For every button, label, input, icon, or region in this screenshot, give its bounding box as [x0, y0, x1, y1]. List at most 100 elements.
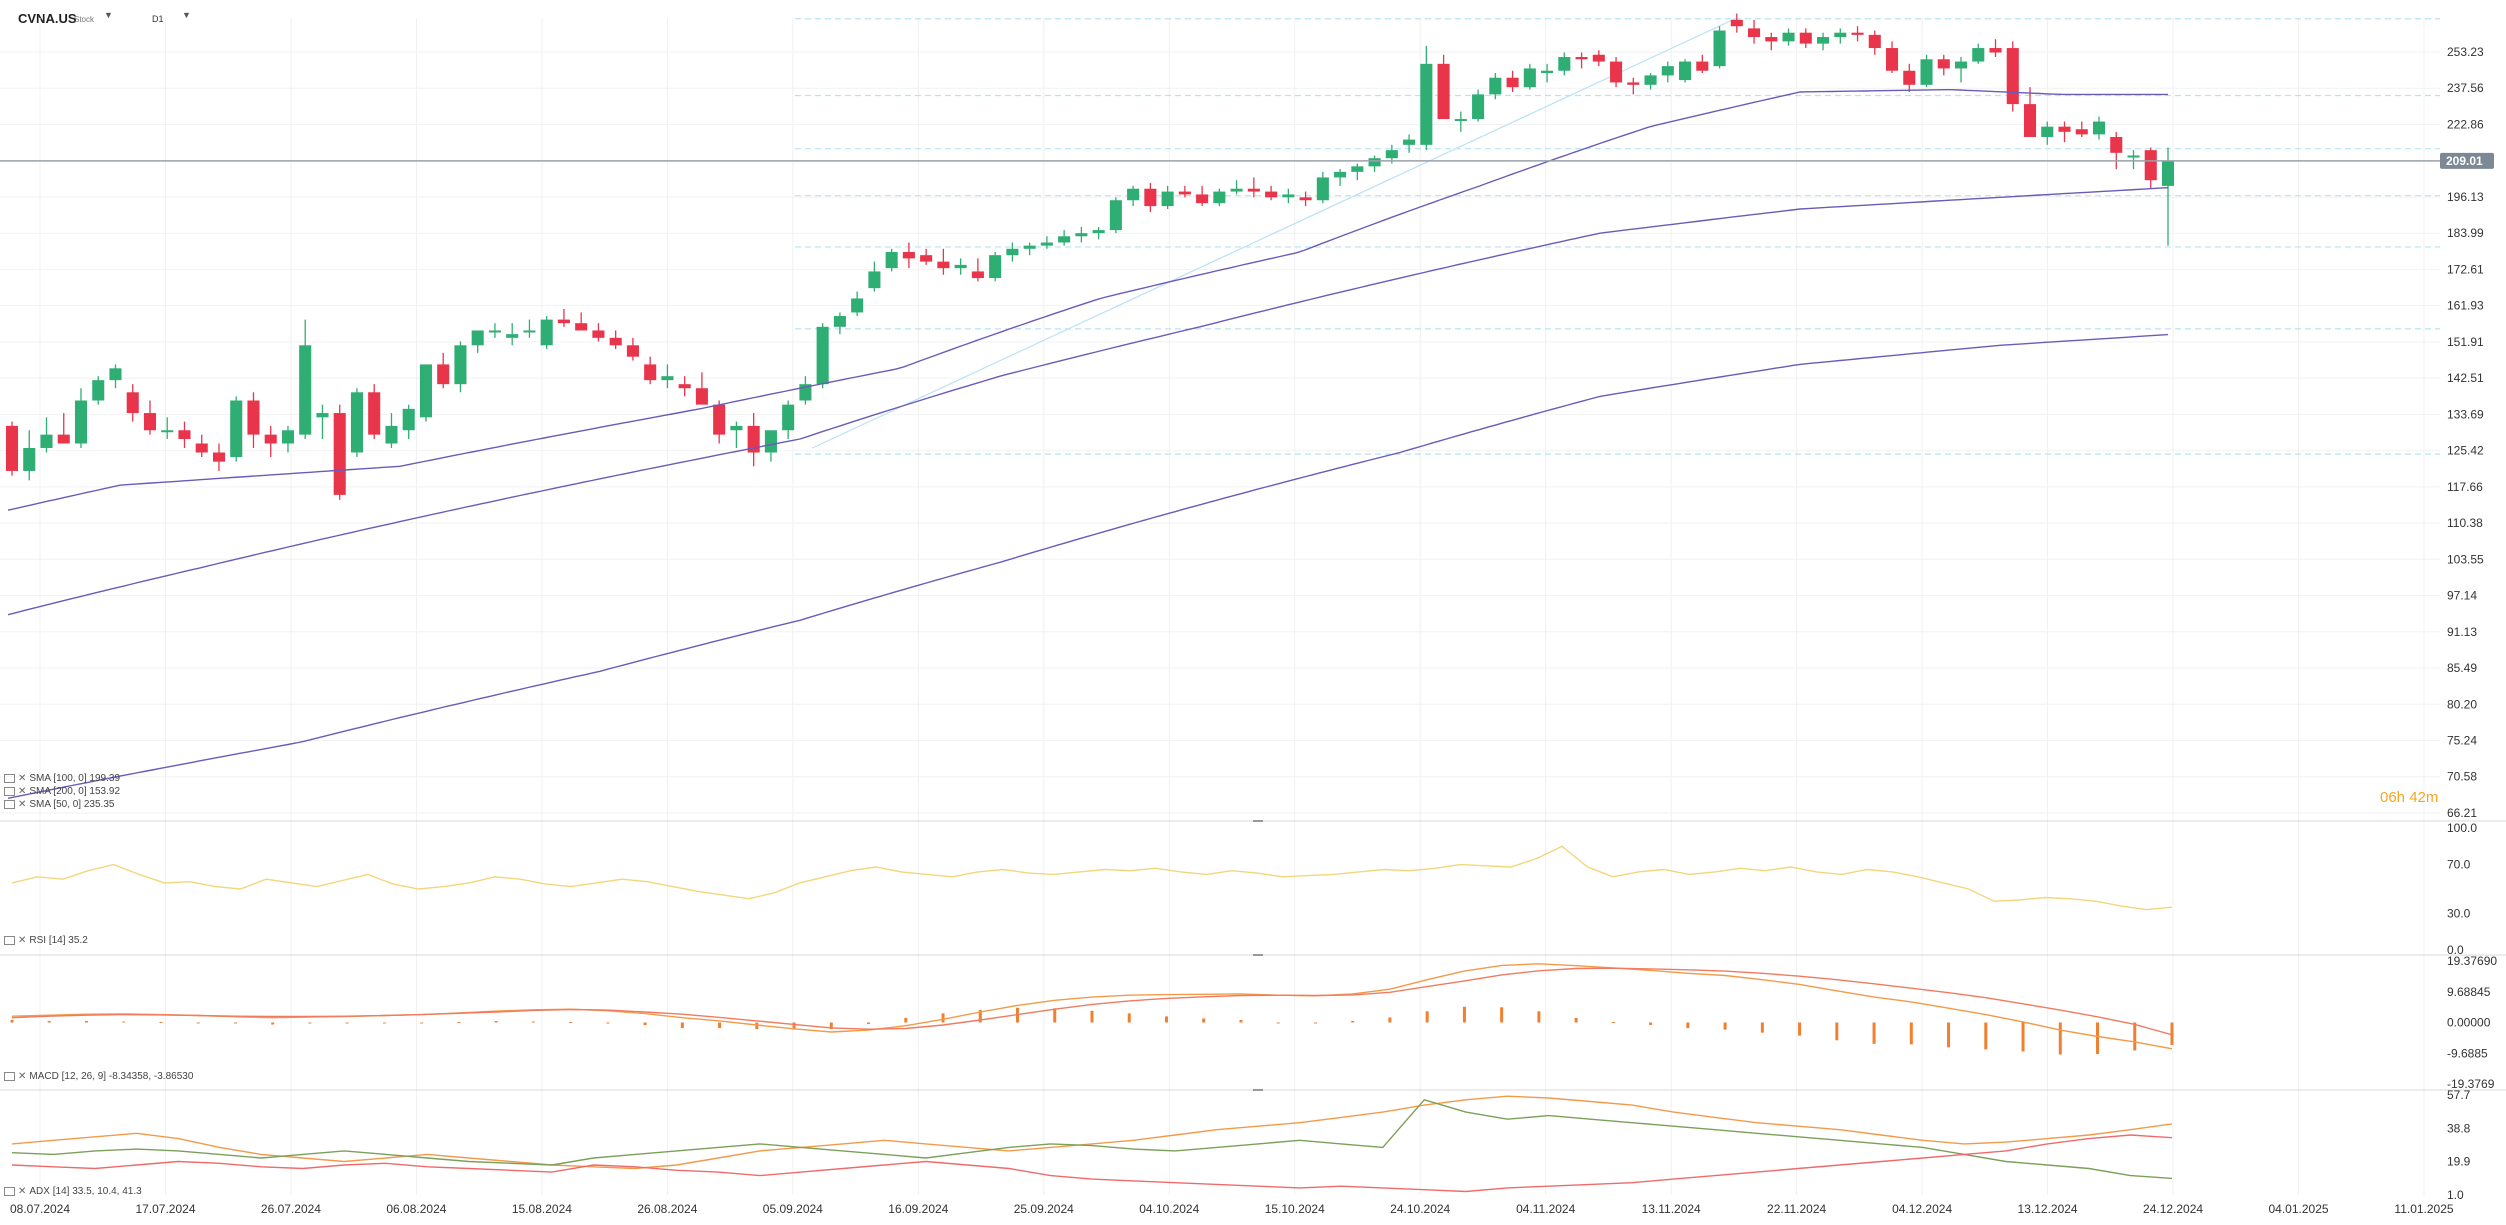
candle[interactable] [1144, 183, 1157, 212]
candle[interactable] [2023, 87, 2037, 137]
candle[interactable] [350, 388, 363, 458]
candle[interactable] [885, 248, 898, 272]
settings-icon[interactable] [4, 1186, 15, 1196]
rsi-line[interactable] [11, 845, 2173, 911]
candle[interactable] [1316, 171, 1329, 204]
candle[interactable] [2161, 147, 2175, 246]
settings-icon[interactable] [4, 786, 15, 796]
candle[interactable] [2006, 41, 2019, 112]
adx-line[interactable] [11, 1095, 2173, 1170]
candle[interactable] [1834, 28, 1847, 44]
candle[interactable] [1937, 54, 1950, 76]
candle[interactable] [575, 312, 588, 331]
candle[interactable] [1437, 54, 1450, 120]
candle[interactable] [1627, 77, 1640, 95]
candle[interactable] [1920, 54, 1933, 88]
candle[interactable] [299, 319, 312, 440]
candle[interactable] [1954, 57, 1968, 83]
candle[interactable] [1765, 32, 1778, 51]
legend-sma100[interactable]: ✕ SMA [100, 0] 199.39 [4, 773, 120, 784]
legend-sma200[interactable]: ✕ SMA [200, 0] 153.92 [4, 786, 120, 797]
candle[interactable] [1127, 185, 1140, 207]
candle[interactable] [178, 421, 191, 448]
candle[interactable] [661, 364, 674, 389]
candle[interactable] [954, 258, 967, 275]
sma50-line[interactable] [7, 89, 2168, 511]
candle[interactable] [2127, 150, 2140, 170]
candle[interactable] [1679, 59, 1692, 83]
candle[interactable] [2058, 121, 2071, 143]
candle[interactable] [2144, 147, 2157, 189]
candle[interactable] [937, 248, 950, 275]
candle[interactable] [989, 251, 1002, 282]
candle[interactable] [833, 312, 846, 335]
candle[interactable] [747, 413, 760, 467]
candle[interactable] [316, 404, 329, 440]
candle[interactable] [1040, 236, 1053, 249]
candle[interactable] [1058, 230, 1071, 246]
candle[interactable] [2110, 131, 2123, 170]
legend-macd[interactable]: ✕ MACD [12, 26, 9] -8.34358, -3.86530 [4, 1071, 193, 1082]
candle[interactable] [454, 341, 467, 393]
candle[interactable] [1989, 39, 2002, 58]
di-minus-line[interactable] [11, 1134, 2173, 1193]
settings-icon[interactable] [4, 799, 15, 809]
macd-signal-line[interactable] [11, 967, 2173, 1036]
symbol-selector[interactable]: CVNA.US [18, 11, 77, 26]
close-icon[interactable]: ✕ [18, 799, 27, 810]
candle[interactable] [592, 323, 605, 342]
candle[interactable] [764, 430, 777, 462]
candle[interactable] [1368, 155, 1381, 172]
candle[interactable] [2075, 121, 2088, 137]
candle[interactable] [1023, 242, 1036, 256]
candle[interactable] [1075, 227, 1088, 243]
candle[interactable] [782, 400, 795, 440]
candle[interactable] [126, 384, 139, 422]
candle[interactable] [1403, 134, 1416, 153]
candle[interactable] [1748, 19, 1761, 44]
candle[interactable] [1885, 41, 1899, 74]
legend-rsi[interactable]: ✕ RSI [14] 35.2 [4, 935, 88, 946]
candle[interactable] [1161, 185, 1174, 210]
candle[interactable] [1610, 57, 1623, 88]
legend-adx[interactable]: ✕ ADX [14] 33.5, 10.4, 41.3 [4, 1186, 142, 1197]
candle[interactable] [402, 404, 415, 440]
candle[interactable] [57, 413, 70, 444]
candle[interactable] [419, 364, 432, 422]
candle[interactable] [1541, 63, 1554, 83]
candle[interactable] [506, 323, 519, 346]
sma100-line[interactable] [7, 187, 2169, 616]
candle[interactable] [557, 308, 570, 327]
candle[interactable] [902, 242, 915, 269]
candle[interactable] [1851, 26, 1864, 42]
candle[interactable] [1282, 188, 1295, 204]
settings-icon[interactable] [4, 773, 15, 783]
candle[interactable] [143, 400, 157, 435]
candle[interactable] [385, 413, 398, 448]
candle[interactable] [1696, 54, 1709, 74]
candle[interactable] [488, 323, 501, 338]
candle[interactable] [851, 291, 864, 317]
candle[interactable] [730, 421, 743, 448]
candle[interactable] [1092, 227, 1105, 240]
candle[interactable] [1109, 197, 1122, 234]
candle[interactable] [109, 364, 122, 389]
candle[interactable] [471, 330, 484, 353]
candle[interactable] [1006, 242, 1019, 262]
candle[interactable] [695, 372, 708, 405]
candle[interactable] [868, 261, 881, 292]
candle[interactable] [161, 417, 174, 440]
candle[interactable] [626, 337, 639, 361]
sma200-line[interactable] [7, 333, 2169, 799]
candle[interactable] [1196, 185, 1209, 207]
candle[interactable] [1178, 185, 1191, 198]
di-plus-line[interactable] [11, 1099, 2173, 1180]
candle[interactable] [1730, 13, 1743, 33]
chevron-down-icon[interactable]: ▼ [182, 10, 191, 20]
timeframe-selector[interactable]: D1 [152, 14, 164, 24]
candle[interactable] [230, 396, 243, 462]
candle[interactable] [74, 388, 88, 448]
candle[interactable] [713, 400, 726, 444]
candle[interactable] [609, 330, 622, 350]
